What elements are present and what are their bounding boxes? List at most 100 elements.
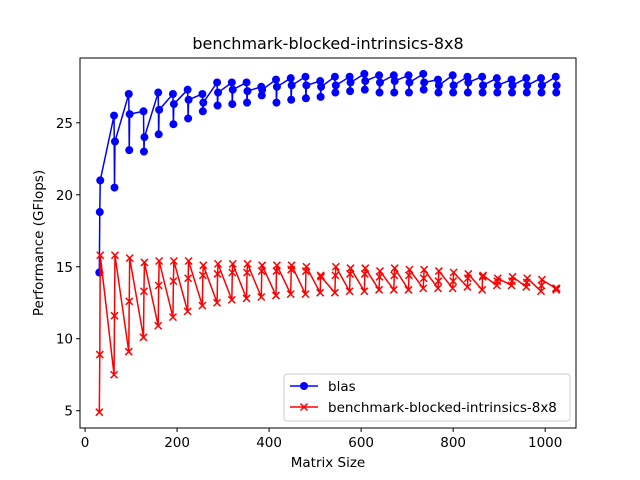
data-point-benchmark	[433, 284, 442, 293]
data-point-benchmark	[508, 272, 517, 281]
data-point-blas	[258, 85, 267, 94]
data-point-blas	[243, 98, 252, 107]
data-point-benchmark	[405, 265, 414, 274]
x-axis-ticks: 0 200 400 600 800 1000	[81, 428, 562, 451]
data-point-blas	[272, 98, 281, 107]
data-point-blas	[96, 176, 105, 185]
data-point-benchmark	[375, 267, 385, 276]
data-point-benchmark	[213, 269, 222, 278]
data-point-blas	[434, 81, 443, 90]
data-point-benchmark	[139, 333, 148, 342]
data-point-benchmark	[331, 262, 340, 271]
data-point-benchmark	[184, 256, 193, 266]
data-point-blas	[375, 78, 384, 87]
data-point-benchmark	[287, 261, 296, 270]
data-point-blas	[419, 85, 428, 94]
data-point-blas	[508, 81, 517, 90]
data-point-blas	[272, 82, 281, 91]
data-point-blas	[301, 94, 310, 103]
data-point-benchmark	[360, 287, 369, 296]
data-point-blas	[110, 137, 119, 146]
data-point-blas	[155, 105, 164, 114]
data-point-benchmark	[286, 290, 295, 299]
data-point-blas	[434, 88, 443, 97]
data-point-blas	[124, 89, 133, 98]
data-point-blas	[95, 208, 104, 217]
data-point-benchmark	[464, 269, 473, 278]
data-point-benchmark	[375, 285, 384, 294]
data-point-benchmark	[523, 274, 532, 283]
data-point-benchmark	[361, 264, 370, 273]
data-point-blas	[537, 88, 546, 97]
data-point-blas	[169, 100, 178, 109]
data-point-benchmark	[493, 274, 502, 283]
data-point-blas	[404, 71, 413, 80]
x-tick-label: 600	[348, 435, 374, 451]
data-point-blas	[317, 82, 326, 91]
data-point-blas	[552, 81, 561, 90]
data-point-blas	[390, 77, 399, 86]
data-point-blas	[375, 88, 384, 97]
x-tick-label: 400	[256, 435, 282, 451]
data-point-benchmark	[330, 288, 339, 297]
data-point-benchmark	[169, 256, 178, 266]
data-point-blas	[139, 147, 148, 156]
data-point-blas	[242, 78, 251, 87]
data-point-blas	[523, 81, 532, 90]
data-point-blas	[375, 71, 384, 80]
data-point-blas	[479, 81, 488, 90]
data-point-blas	[330, 72, 339, 81]
data-point-benchmark	[301, 290, 310, 299]
data-point-benchmark	[434, 267, 443, 276]
data-point-benchmark	[124, 347, 133, 356]
data-point-benchmark	[419, 274, 428, 283]
data-point-blas	[257, 91, 266, 100]
data-point-blas	[522, 74, 531, 83]
legend-label-benchmark: benchmark-blocked-intrinsics-8x8	[328, 400, 557, 416]
data-point-blas	[331, 81, 340, 90]
x-axis-label: Matrix Size	[291, 455, 366, 471]
x-tick-label: 1000	[528, 435, 562, 451]
data-point-blas	[125, 146, 134, 155]
data-point-blas	[272, 75, 281, 84]
data-point-benchmark	[463, 282, 472, 291]
data-point-blas	[286, 74, 295, 83]
data-point-benchmark	[183, 307, 192, 316]
data-point-benchmark	[302, 262, 311, 271]
data-point-benchmark	[317, 272, 326, 281]
data-point-blas	[214, 88, 223, 97]
data-point-benchmark	[110, 370, 119, 379]
data-point-benchmark	[449, 268, 458, 277]
data-point-blas	[420, 78, 429, 87]
y-tick-label: 25	[56, 116, 73, 132]
x-tick-label: 0	[81, 435, 90, 451]
legend-box	[283, 373, 571, 422]
data-point-benchmark	[154, 321, 163, 330]
data-point-benchmark	[390, 264, 399, 273]
data-point-blas	[168, 89, 177, 98]
data-point-blas	[316, 92, 325, 101]
data-point-benchmark	[169, 277, 178, 286]
data-point-benchmark	[155, 256, 164, 266]
data-point-benchmark	[346, 264, 355, 273]
data-point-benchmark	[404, 285, 413, 294]
data-point-benchmark	[479, 271, 488, 280]
data-point-benchmark	[139, 287, 148, 296]
data-point-benchmark	[110, 311, 119, 320]
y-axis-ticks: 5 10 15 20 25	[56, 116, 80, 420]
data-point-benchmark	[96, 251, 105, 260]
data-point-benchmark	[168, 313, 177, 322]
data-point-blas	[213, 101, 222, 110]
data-point-blas	[154, 88, 163, 97]
data-point-benchmark	[552, 284, 561, 293]
data-point-blas	[184, 95, 193, 104]
data-point-blas	[419, 69, 428, 78]
data-point-benchmark	[125, 254, 134, 263]
data-point-benchmark	[537, 275, 546, 284]
data-point-benchmark	[95, 408, 104, 417]
data-point-blas	[537, 81, 546, 90]
data-point-benchmark	[449, 277, 458, 286]
data-point-blas	[360, 69, 369, 78]
data-point-blas	[478, 72, 487, 81]
